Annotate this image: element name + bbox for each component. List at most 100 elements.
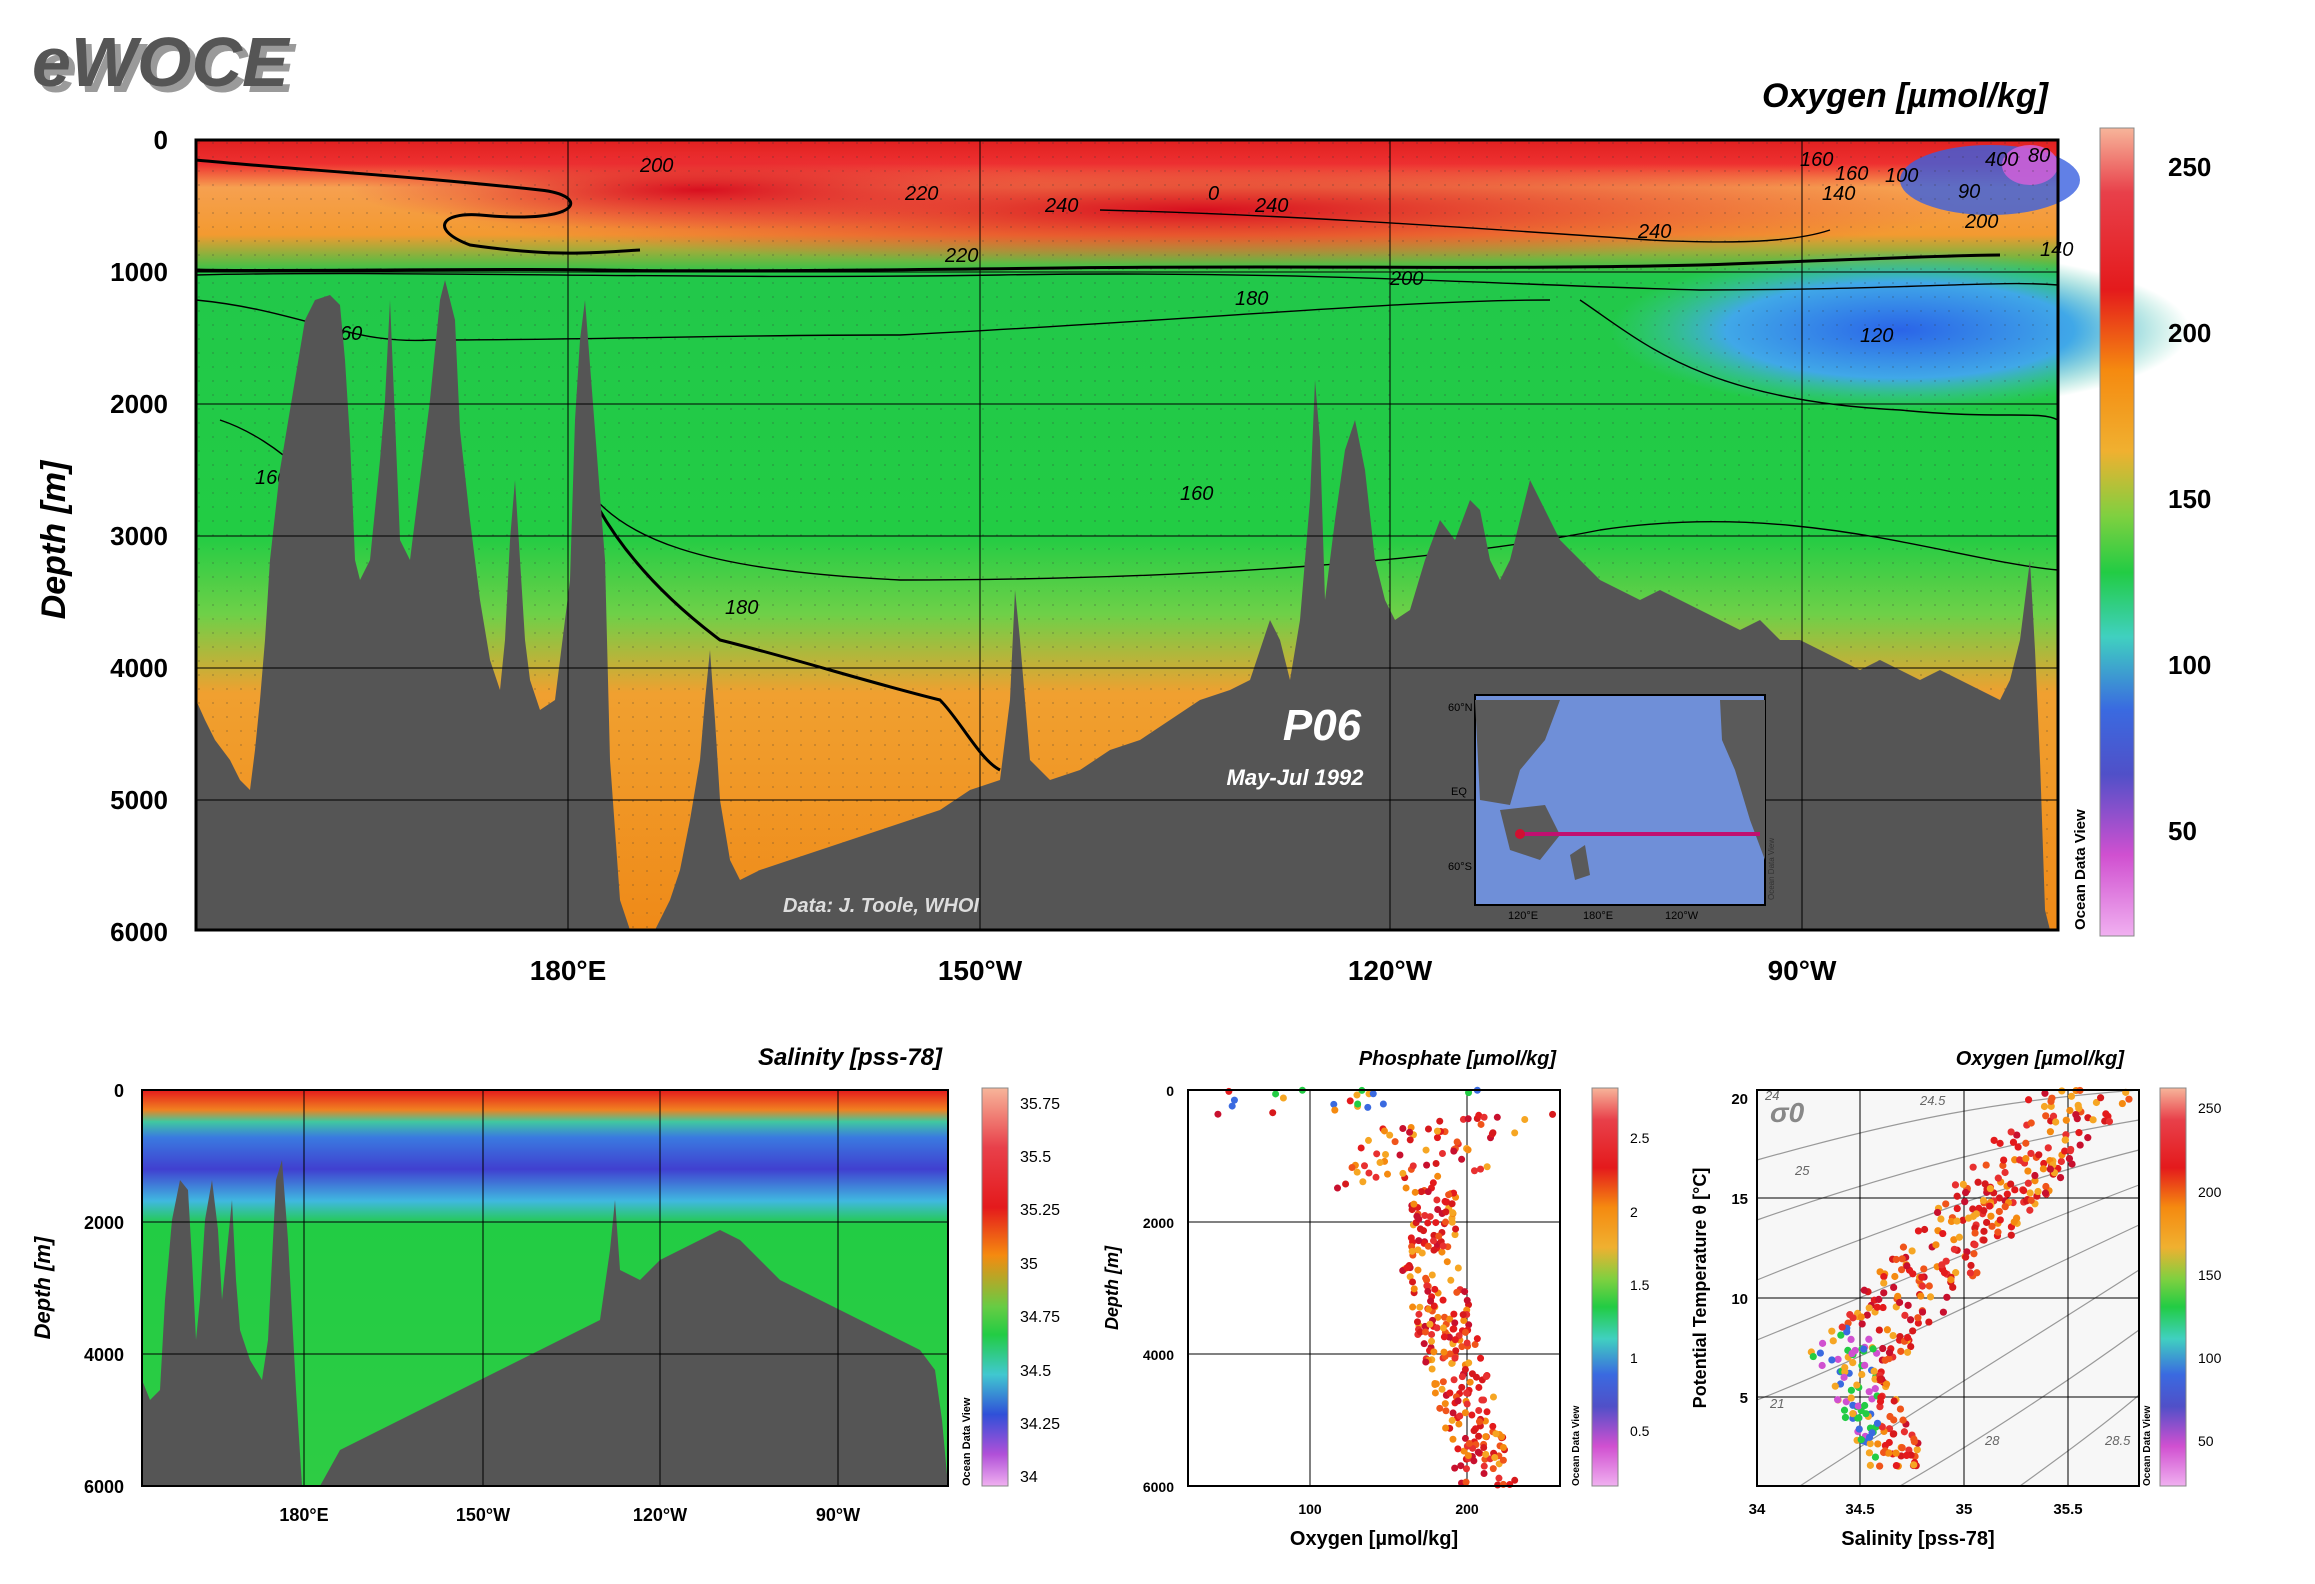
phosphate-point xyxy=(1416,1303,1424,1311)
ts-cbar-200: 200 xyxy=(2198,1184,2222,1200)
phosphate-point xyxy=(1457,1462,1465,1470)
contour-label-17: 200 xyxy=(1964,211,1998,233)
ts-x-axis-label: Salinity [pss-78] xyxy=(1841,1528,1994,1550)
ts-point xyxy=(1969,1163,1977,1171)
oxy-ytick-5: 5000 xyxy=(110,785,168,815)
phosphate-point xyxy=(1433,1127,1441,1135)
phosphate-point xyxy=(1450,1376,1458,1384)
ts-point xyxy=(1974,1178,1982,1186)
ts-point xyxy=(2066,1106,2074,1115)
phosphate-point xyxy=(1364,1136,1372,1144)
phosphate-gridlines xyxy=(1188,1090,1560,1486)
phosphate-point xyxy=(1428,1330,1436,1338)
ts-point xyxy=(1918,1273,1926,1281)
ts-point xyxy=(1994,1174,2002,1182)
ts-point xyxy=(1914,1314,1922,1322)
phosphate-point xyxy=(1428,1365,1436,1373)
phosphate-point xyxy=(1354,1100,1362,1108)
phosphate-point xyxy=(1428,1271,1436,1279)
ts-point xyxy=(2000,1156,2008,1164)
phosphate-point xyxy=(1464,1146,1472,1154)
ts-point xyxy=(1828,1356,1836,1364)
ts-point xyxy=(2031,1171,2039,1180)
phosphate-point xyxy=(1483,1408,1491,1416)
phosphate-scatter-chart: Phosphate [µmol/kg] 0 2000 4000 6000 100… xyxy=(1102,1048,1650,1550)
phosphate-point xyxy=(1410,1285,1418,1293)
ts-point xyxy=(1854,1414,1862,1422)
isopycnal-label-24: 24 xyxy=(1764,1088,1779,1103)
salinity-x-ticklabels: 180°E 150°W 120°W 90°W xyxy=(279,1505,860,1525)
ts-point xyxy=(1908,1247,1916,1255)
ts-point xyxy=(2065,1154,2074,1163)
oxy-cbar-200: 200 xyxy=(2168,318,2211,348)
contour-label-1: 220 xyxy=(904,183,938,205)
ts-point xyxy=(1971,1241,1979,1249)
ts-point xyxy=(1840,1373,1848,1381)
phosphate-point xyxy=(1468,1411,1476,1419)
inset-map-track-start xyxy=(1515,829,1525,839)
phosphate-point xyxy=(1408,1206,1416,1214)
phosphate-point xyxy=(1475,1406,1483,1414)
ts-point xyxy=(2011,1186,2019,1194)
phosphate-point xyxy=(1499,1444,1507,1452)
ts-point xyxy=(1982,1161,1990,1169)
phosphate-point xyxy=(1463,1400,1471,1408)
phosphate-point xyxy=(1462,1478,1470,1486)
phos-ytick-0: 0 xyxy=(1166,1083,1174,1099)
ts-point xyxy=(2041,1189,2050,1197)
phosphate-point xyxy=(1451,1231,1459,1239)
phosphate-point xyxy=(1453,1288,1461,1296)
ts-point xyxy=(1885,1425,1894,1433)
phosphate-point xyxy=(1483,1163,1491,1171)
phosphate-point xyxy=(1421,1211,1429,1219)
phosphate-point xyxy=(1463,1389,1471,1397)
phosphate-colorbar xyxy=(1591,1087,1619,1487)
phosphate-point xyxy=(1448,1200,1456,1208)
phosphate-point xyxy=(1464,1115,1472,1123)
ts-point xyxy=(1953,1217,1961,1225)
ts-cbar-100: 100 xyxy=(2198,1350,2222,1366)
phosphate-point xyxy=(1364,1103,1372,1111)
ts-point xyxy=(2022,1139,2030,1147)
ts-point xyxy=(1898,1266,1906,1274)
phosphate-point xyxy=(1454,1445,1462,1453)
inset-lat-60s: 60°S xyxy=(1448,861,1472,873)
ts-isopycnal-labels: 24.5 24 25 21 28 28.5 xyxy=(1764,1088,2131,1448)
ts-point xyxy=(1920,1225,1929,1234)
inset-lon-120w: 120°W xyxy=(1665,910,1699,922)
phosphate-point xyxy=(1458,1373,1466,1381)
oxy-xtick-1: 150°W xyxy=(938,955,1023,986)
inset-lon-120e: 120°E xyxy=(1508,910,1538,922)
phosphate-point xyxy=(1451,1336,1459,1344)
salinity-title: Salinity [pss-78] xyxy=(758,1044,943,1071)
salinity-y-axis-label: Depth [m] xyxy=(30,1236,55,1339)
ts-point xyxy=(1882,1380,1891,1388)
salinity-colorbar xyxy=(981,1087,1009,1487)
isopycnal-label-24-5: 24.5 xyxy=(1919,1093,1946,1108)
phosphate-title: Phosphate [µmol/kg] xyxy=(1359,1048,1557,1070)
ts-point xyxy=(1862,1410,1870,1418)
phosphate-point xyxy=(1439,1296,1447,1304)
ts-point xyxy=(1917,1292,1925,1300)
ts-point xyxy=(2034,1187,2042,1196)
contour-label-7: 200 xyxy=(1389,268,1423,290)
phosphate-point xyxy=(1391,1138,1399,1146)
ts-point xyxy=(1840,1406,1849,1414)
phosphate-point xyxy=(1334,1184,1342,1192)
ts-point xyxy=(1861,1401,1869,1410)
ts-point xyxy=(1932,1241,1940,1249)
phosphate-point xyxy=(1448,1416,1456,1424)
ts-point xyxy=(2035,1151,2043,1159)
phosphate-point xyxy=(1442,1208,1450,1216)
phosphate-point xyxy=(1386,1131,1394,1139)
ts-point xyxy=(2125,1095,2133,1103)
phosphate-points xyxy=(1214,1086,1557,1489)
phosphate-point xyxy=(1465,1440,1473,1448)
phosphate-point xyxy=(1549,1110,1557,1118)
ts-point xyxy=(1949,1283,1957,1291)
phosphate-point xyxy=(1462,1465,1470,1473)
data-credit: Data: J. Toole, WHOI xyxy=(783,895,979,917)
phosphate-point xyxy=(1439,1242,1447,1250)
phosphate-point xyxy=(1470,1167,1478,1175)
ts-point xyxy=(1907,1342,1915,1351)
